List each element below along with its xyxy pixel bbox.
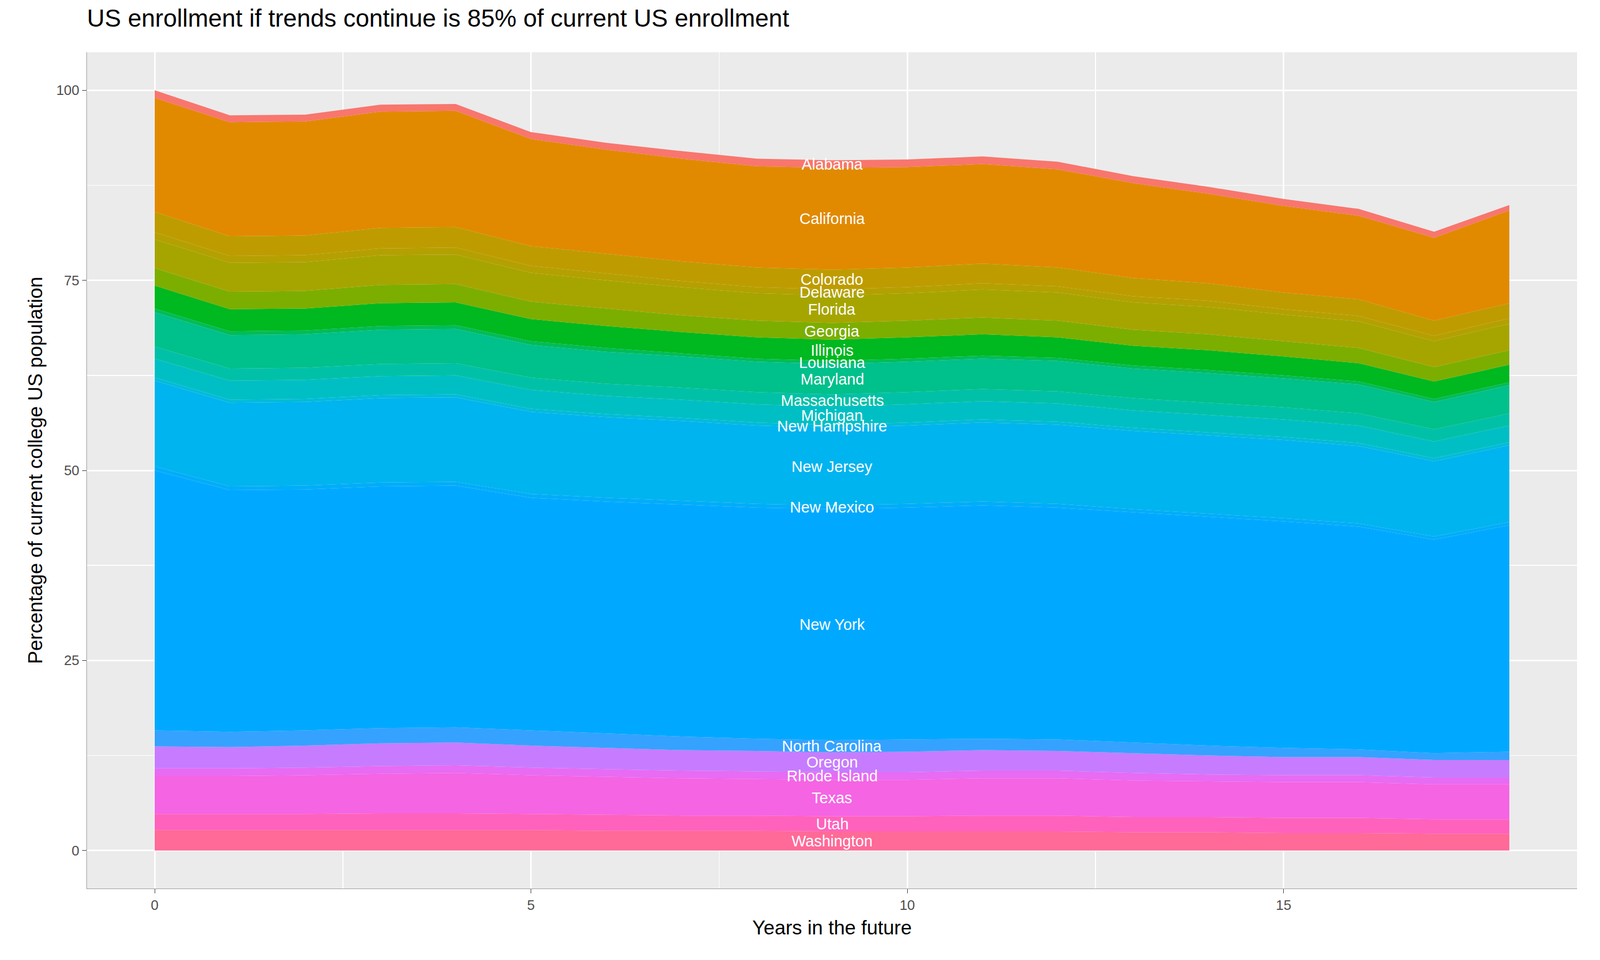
svg-text:Colorado: Colorado	[800, 270, 864, 288]
svg-text:Washington: Washington	[791, 832, 873, 850]
svg-text:100: 100	[56, 82, 79, 99]
svg-text:New York: New York	[799, 616, 866, 634]
svg-text:0: 0	[150, 897, 159, 914]
svg-text:Delaware: Delaware	[799, 283, 866, 301]
svg-text:0: 0	[71, 842, 79, 859]
svg-text:Texas: Texas	[811, 789, 853, 807]
svg-text:25: 25	[64, 652, 80, 669]
svg-text:Utah: Utah	[816, 815, 849, 833]
svg-text:Georgia: Georgia	[804, 322, 860, 340]
svg-text:Illinois: Illinois	[810, 341, 854, 359]
svg-text:New Mexico: New Mexico	[789, 498, 875, 516]
svg-text:Rhode Island: Rhode Island	[786, 767, 878, 785]
svg-text:Florida: Florida	[808, 300, 856, 318]
svg-text:Massachusetts: Massachusetts	[780, 392, 884, 410]
svg-text:Michigan: Michigan	[801, 406, 863, 424]
svg-text:US enrollment if trends contin: US enrollment if trends continue is 85% …	[86, 4, 790, 32]
svg-text:10: 10	[899, 897, 916, 914]
svg-text:50: 50	[64, 462, 80, 479]
svg-text:New Hampshire: New Hampshire	[777, 417, 887, 435]
svg-text:15: 15	[1275, 897, 1292, 914]
svg-text:Louisiana: Louisiana	[798, 354, 866, 372]
svg-text:Percentage of current college: Percentage of current college US populat…	[24, 276, 47, 664]
svg-text:California: California	[799, 210, 866, 228]
svg-text:Maryland: Maryland	[800, 370, 864, 388]
svg-text:5: 5	[526, 897, 535, 914]
svg-text:Years in the future: Years in the future	[752, 916, 912, 939]
svg-text:75: 75	[64, 272, 80, 289]
svg-text:Oregon: Oregon	[806, 753, 859, 771]
svg-text:New Jersey: New Jersey	[791, 458, 873, 476]
svg-text:North Carolina: North Carolina	[781, 737, 883, 755]
svg-text:Alabama: Alabama	[801, 155, 863, 173]
